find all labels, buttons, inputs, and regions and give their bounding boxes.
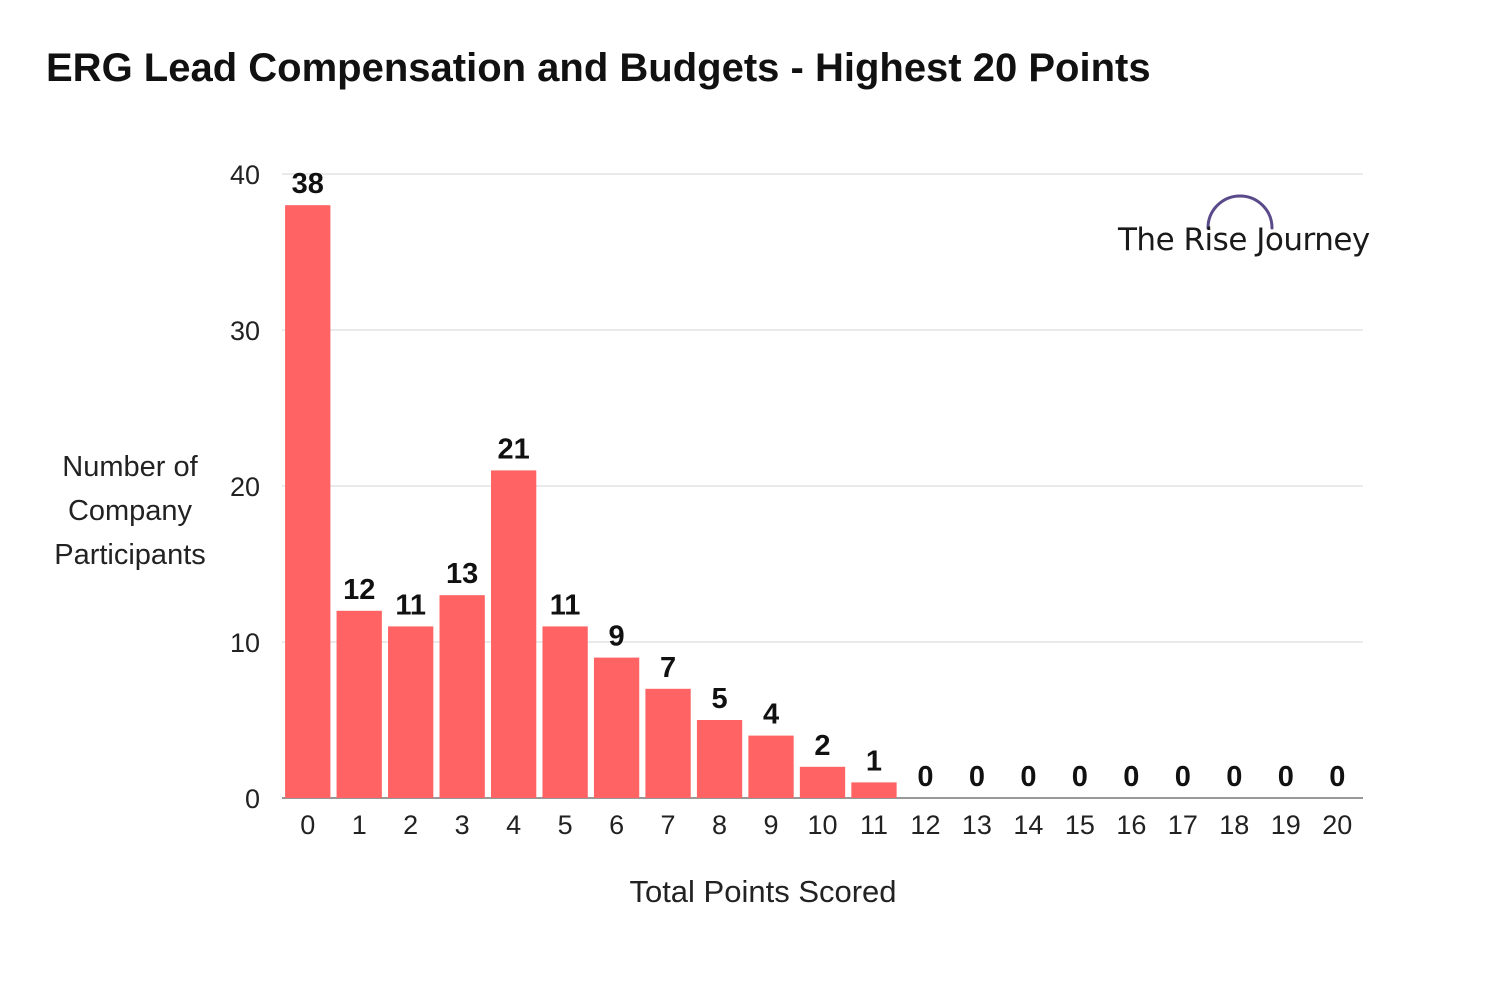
- x-tick-label: 5: [558, 810, 573, 840]
- data-label-4: 21: [498, 433, 530, 465]
- data-label-2: 11: [395, 589, 426, 621]
- data-label-18: 0: [1226, 761, 1242, 793]
- x-tick-label: 10: [807, 810, 837, 840]
- sunrise-arc-icon: [1206, 194, 1274, 230]
- y-axis-ticks: 0 10 20 30 40: [230, 160, 260, 814]
- x-tick-label: 1: [352, 810, 367, 840]
- x-tick-label: 20: [1322, 810, 1352, 840]
- data-label-11: 1: [866, 745, 882, 777]
- x-tick-label: 18: [1219, 810, 1249, 840]
- data-label-9: 4: [763, 699, 779, 731]
- x-axis-ticks: 0 1 2 3 4 5 6 7 8 9 10 11 12 13 14 15 16 17 18 19 20: [300, 810, 1352, 840]
- x-axis-label: Total Points Scored: [629, 874, 897, 909]
- x-tick-label: 19: [1271, 810, 1301, 840]
- data-label-14: 0: [1020, 761, 1036, 793]
- data-label-0: 38: [292, 168, 324, 200]
- bar-8: [696, 720, 743, 798]
- bar-10: [799, 766, 846, 798]
- bar-2: [388, 626, 434, 798]
- data-label-16: 0: [1123, 761, 1139, 793]
- data-label-12: 0: [917, 761, 933, 793]
- x-tick-label: 3: [455, 810, 470, 840]
- bar-5: [542, 626, 588, 798]
- data-label-7: 7: [660, 652, 676, 684]
- x-tick-label: 16: [1116, 810, 1146, 840]
- x-tick-label: 2: [403, 810, 418, 840]
- x-tick-label: 8: [712, 810, 727, 840]
- data-label-15: 0: [1072, 761, 1088, 793]
- bar-4: [490, 470, 537, 798]
- x-tick-label: 4: [506, 810, 521, 840]
- y-tick-label: 30: [230, 316, 260, 346]
- y-tick-label: 10: [230, 628, 260, 658]
- chart-title: ERG Lead Compensation and Budgets - High…: [46, 46, 1151, 90]
- bar-11: [851, 782, 897, 798]
- data-label-3: 13: [446, 558, 478, 590]
- data-label-6: 9: [609, 621, 625, 653]
- x-tick-label: 6: [609, 810, 624, 840]
- bar-6: [593, 657, 640, 798]
- data-label-1: 12: [343, 574, 375, 606]
- x-tick-label: 15: [1065, 810, 1095, 840]
- y-axis-label-line-1: Number of: [62, 451, 198, 483]
- data-label-13: 0: [969, 761, 985, 793]
- x-tick-label: 12: [910, 810, 940, 840]
- x-tick-label: 14: [1013, 810, 1043, 840]
- data-label-19: 0: [1278, 761, 1294, 793]
- y-axis-label-line-3: Participants: [54, 539, 206, 571]
- watermark-text: The Rise Journey: [1118, 222, 1370, 258]
- y-axis-label-line-2: Company: [67, 495, 193, 527]
- bar-7: [645, 688, 691, 798]
- data-label-20: 0: [1329, 761, 1345, 793]
- y-tick-label: 20: [230, 472, 260, 502]
- x-tick-label: 0: [300, 810, 315, 840]
- bars: [285, 205, 897, 798]
- bar-3: [439, 595, 485, 798]
- bar-1: [336, 610, 382, 798]
- bar-0: [285, 205, 331, 798]
- bar-9: [748, 735, 794, 798]
- y-tick-label: 0: [245, 784, 260, 814]
- x-tick-label: 11: [860, 810, 888, 840]
- data-label-10: 2: [814, 730, 830, 762]
- x-tick-label: 9: [764, 810, 779, 840]
- x-tick-label: 7: [661, 810, 676, 840]
- y-tick-label: 40: [230, 160, 260, 190]
- x-tick-label: 13: [962, 810, 992, 840]
- x-tick-label: 17: [1168, 810, 1198, 840]
- y-axis-label: Number of Company Participants: [30, 445, 230, 577]
- data-label-17: 0: [1175, 761, 1191, 793]
- watermark-logo: The Rise Journey: [1110, 186, 1370, 266]
- data-label-8: 5: [711, 683, 727, 715]
- data-label-5: 11: [550, 589, 581, 621]
